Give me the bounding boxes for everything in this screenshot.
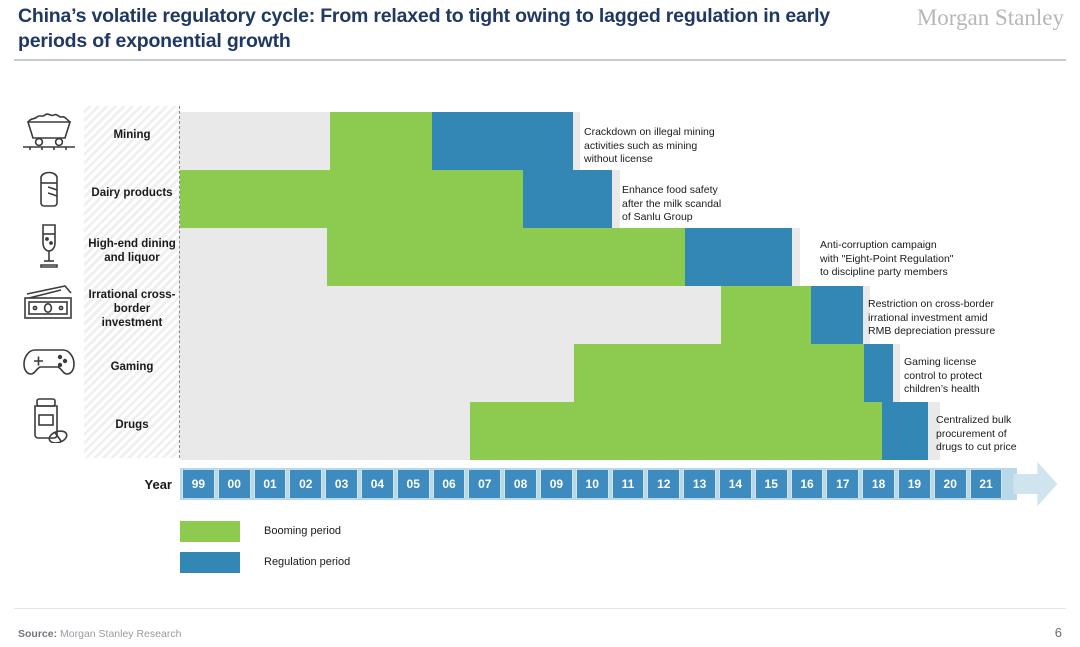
page-title: China’s volatile regulatory cycle: From … — [18, 5, 830, 52]
annotation-drugs: Centralized bulk procurement of drugs to… — [936, 414, 1017, 453]
row-label-mining: Mining — [113, 129, 151, 141]
year-axis: Year 99 00 01 02 03 04 05 06 07 08 09 10 11 12 13 14 15 1… — [0, 462, 1080, 506]
year-cell-20[interactable]: 20 — [933, 470, 967, 498]
annotation-dining: Anti-corruption campaign with "Eight-Poi… — [820, 239, 954, 278]
year-cell-10[interactable]: 10 — [575, 470, 609, 498]
footer-divider — [14, 608, 1066, 609]
year-cell-21[interactable]: 21 — [969, 470, 1003, 498]
row-label-gaming: Gaming — [110, 361, 154, 373]
year-cell-16[interactable]: 16 — [790, 470, 824, 498]
bar-booming-gaming[interactable] — [574, 344, 864, 402]
year-cell-00[interactable]: 00 — [217, 470, 251, 498]
legend-item-booming: Booming period — [180, 520, 341, 542]
bar-booming-crossborder[interactable] — [721, 286, 811, 344]
year-cell-14[interactable]: 14 — [719, 470, 752, 498]
year-cell-02[interactable]: 02 — [289, 470, 323, 498]
legend-item-regulation: Regulation period — [180, 551, 350, 573]
icon-column — [14, 100, 84, 465]
year-cell-08[interactable]: 08 — [504, 470, 537, 498]
timeline-start-axis — [179, 106, 180, 458]
year-cell-11[interactable]: 11 — [611, 470, 645, 498]
year-cell-17[interactable]: 17 — [826, 470, 860, 498]
bar-regulation-gaming[interactable] — [864, 344, 893, 402]
bar-regulation-drugs[interactable] — [882, 402, 928, 460]
milk-bottle-icon — [14, 158, 84, 216]
bar-regulation-dairy[interactable] — [523, 170, 612, 228]
page-number: 6 — [1054, 625, 1062, 640]
timeline-chart: Mining Dairy products High-end dining an… — [0, 100, 1080, 470]
year-cell-15[interactable]: 15 — [754, 470, 788, 498]
year-cell-09[interactable]: 09 — [540, 470, 573, 498]
source-label: Source: — [18, 628, 58, 640]
morgan-stanley-logo: Morgan Stanley — [916, 5, 1064, 30]
year-cell-18[interactable]: 18 — [862, 470, 895, 498]
row-label-crossborder: Irrational cross-border investment — [88, 289, 176, 329]
bar-booming-mining[interactable] — [330, 112, 432, 170]
year-cell-99[interactable]: 99 — [182, 470, 215, 498]
year-cell-13[interactable]: 13 — [683, 470, 716, 498]
slide-header: China’s volatile regulatory cycle: From … — [0, 0, 1080, 62]
header-divider — [14, 59, 1066, 61]
bar-booming-drugs[interactable] — [470, 402, 882, 460]
year-cell-19[interactable]: 19 — [898, 470, 931, 498]
annotation-mining: Crackdown on illegal mining activities s… — [584, 126, 715, 165]
year-cell-01[interactable]: 01 — [253, 470, 287, 498]
legend-swatch-booming — [180, 520, 240, 542]
banknote-icon — [14, 274, 84, 332]
bar-booming-dairy[interactable] — [180, 170, 523, 228]
bar-booming-dining[interactable] — [327, 228, 685, 286]
pill-bottle-icon — [14, 390, 84, 448]
year-axis-label: Year — [144, 476, 172, 492]
annotation-gaming: Gaming license control to protect childr… — [904, 356, 983, 395]
row-label-dairy: Dairy products — [91, 187, 173, 199]
category-label-band — [84, 106, 180, 458]
annotation-dairy: Enhance food safety after the milk scand… — [622, 184, 722, 223]
year-cell-12[interactable]: 12 — [647, 470, 681, 498]
source-note: Source: Morgan Stanley Research — [18, 628, 181, 640]
timeline-arrow-icon — [1013, 462, 1058, 506]
mining-cart-icon — [14, 100, 84, 158]
legend-label-regulation: Regulation period — [264, 556, 351, 568]
bar-regulation-dining[interactable] — [685, 228, 792, 286]
year-cell-06[interactable]: 06 — [432, 470, 466, 498]
source-value: Morgan Stanley Research — [60, 628, 182, 640]
row-label-drugs: Drugs — [115, 419, 149, 431]
row-label-dining: High-end dining and liquor — [88, 238, 176, 264]
year-cell-07[interactable]: 07 — [468, 470, 502, 498]
legend-swatch-regulation — [180, 551, 240, 573]
legend-label-booming: Booming period — [264, 525, 342, 537]
bar-regulation-crossborder[interactable] — [811, 286, 863, 344]
bar-regulation-mining[interactable] — [432, 112, 573, 170]
champagne-glass-icon — [14, 216, 84, 274]
plot-area: Crackdown on illegal mining activities s… — [180, 106, 1040, 460]
year-cell-04[interactable]: 04 — [361, 470, 394, 498]
year-cell-03[interactable]: 03 — [325, 470, 358, 498]
legend: Booming period Regulation period — [180, 520, 500, 580]
year-cell-05[interactable]: 05 — [396, 470, 430, 498]
gamepad-icon — [14, 332, 84, 390]
annotation-crossborder: Restriction on cross-border irrational i… — [868, 298, 996, 337]
